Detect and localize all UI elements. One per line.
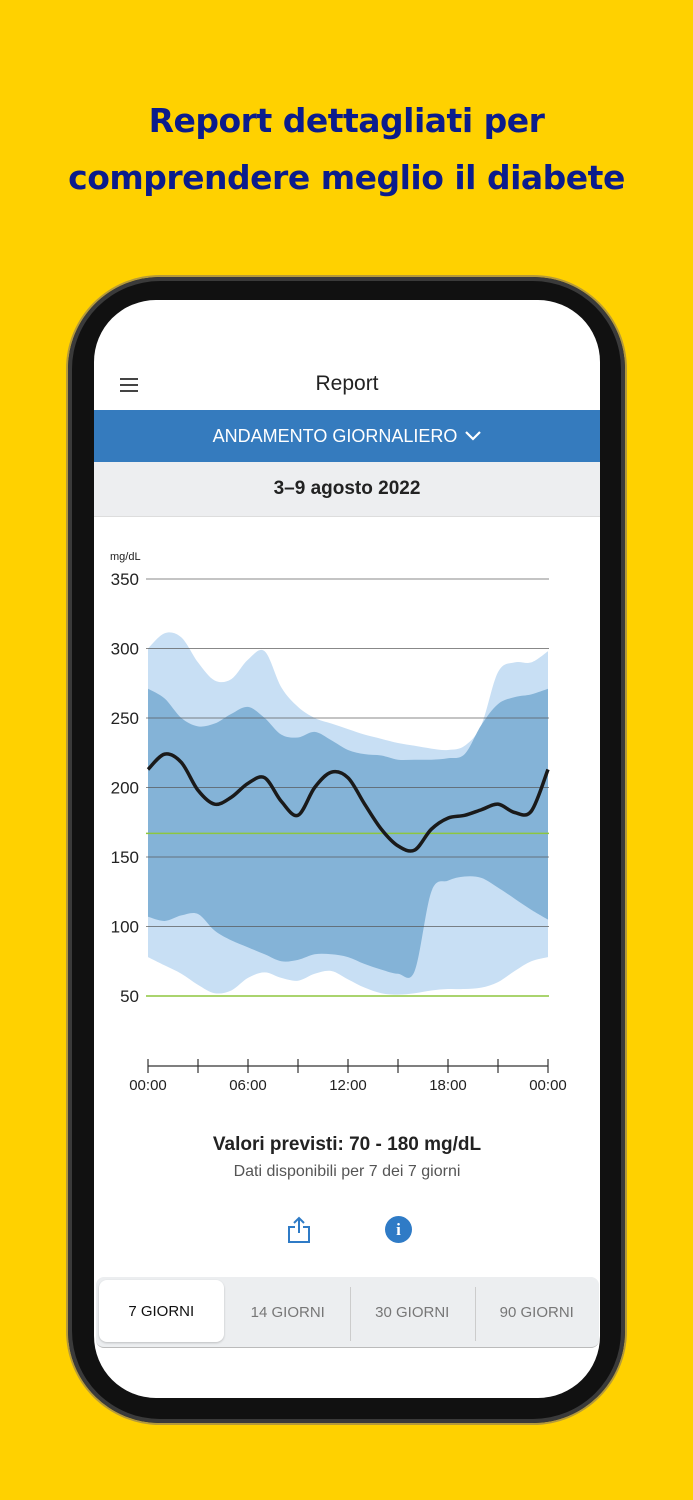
share-icon[interactable]	[287, 1216, 311, 1244]
promo-headline: Report dettagliati per comprendere megli…	[0, 92, 693, 206]
report-type-dropdown[interactable]: ANDAMENTO GIORNALIERO	[94, 410, 600, 462]
report-type-label: ANDAMENTO GIORNALIERO	[212, 425, 458, 446]
period-90-days[interactable]: 90 GIORNI	[474, 1277, 600, 1347]
page-title: Report	[315, 372, 379, 395]
phone-screen: Report ANDAMENTO GIORNALIERO 3–9 agosto …	[94, 300, 600, 1398]
headline-line-1: Report dettagliati per	[148, 101, 545, 140]
period-selector: 7 GIORNI 14 GIORNI 30 GIORNI 90 GIORNI	[96, 1277, 599, 1348]
target-range-text: Valori previsti: 70 - 180 mg/dL	[212, 1134, 482, 1155]
headline-line-2: comprendere meglio il diabete	[68, 158, 625, 197]
period-14-days[interactable]: 14 GIORNI	[250, 1303, 325, 1321]
data-availability-text: Dati disponibili per 7 dei 7 giorni	[233, 1163, 461, 1180]
hamburger-icon[interactable]	[120, 378, 138, 392]
info-icon[interactable]: i	[385, 1216, 412, 1243]
app-header: Report	[94, 360, 600, 410]
chevron-down-icon	[465, 431, 482, 441]
date-range: 3–9 agosto 2022	[94, 462, 600, 517]
period-7-days[interactable]: 7 GIORNI	[99, 1280, 224, 1342]
period-30-days[interactable]: 30 GIORNI	[350, 1277, 475, 1347]
